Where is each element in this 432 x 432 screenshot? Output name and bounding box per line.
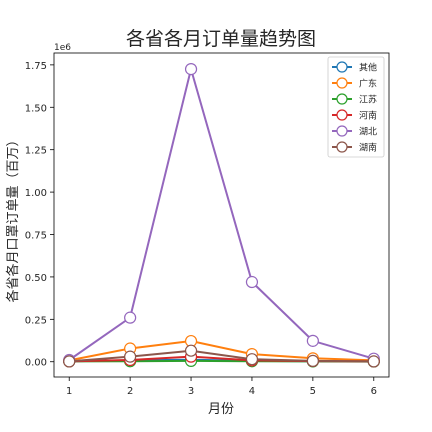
legend-marker [336, 61, 348, 73]
legend-label: 其他 [359, 62, 377, 74]
y-tick-label: 0.75 [25, 231, 47, 242]
y-offset-label: 1e6 [54, 43, 71, 53]
x-tick-label: 6 [371, 386, 377, 397]
series-line [69, 339, 374, 362]
legend-label: 河南 [359, 110, 377, 122]
legend-label: 广东 [359, 78, 377, 90]
legend-label: 江苏 [359, 94, 377, 106]
legend-marker [336, 93, 348, 105]
legend-item: 江苏 [332, 93, 377, 106]
data-point [306, 354, 319, 367]
series-line [68, 65, 375, 361]
y-tick-label: 0.50 [25, 273, 47, 284]
x-tick-label: 3 [188, 386, 194, 397]
chart-title: 各省各月订单量趋势图 [126, 28, 316, 50]
y-tick-label: 1.50 [25, 103, 47, 114]
y-axis-label: 各省各月口罩订单量（百万） [5, 133, 21, 302]
y-axis: 0.00 0.25 0.50 0.75 1.00 1.25 1.50 1.75 [25, 61, 54, 369]
series-line [69, 349, 374, 363]
legend-item: 其他 [332, 61, 377, 74]
x-tick-label: 2 [127, 386, 133, 397]
data-point [184, 63, 198, 76]
y-tick-label: 1.00 [25, 188, 47, 199]
data-point [124, 350, 137, 363]
legend-marker [336, 77, 348, 89]
data-point [124, 311, 137, 324]
series-湖南 [63, 344, 380, 368]
y-tick-label: 0.00 [25, 358, 47, 369]
data-point [245, 275, 259, 289]
legend-item: 广东 [332, 77, 377, 90]
data-point [184, 344, 198, 357]
x-axis-label: 月份 [208, 402, 234, 417]
data-point [245, 353, 259, 366]
legend-item: 湖南 [332, 141, 377, 154]
legend-marker [336, 109, 348, 121]
x-tick-label: 4 [249, 386, 255, 397]
series-layer [63, 63, 380, 368]
legend-marker [336, 141, 348, 153]
legend-label: 湖北 [359, 127, 377, 138]
legend-marker [336, 125, 348, 137]
x-axis: 1 2 3 4 5 6 [66, 377, 377, 397]
data-point [306, 334, 319, 347]
data-point [367, 355, 380, 368]
x-tick-label: 1 [66, 386, 72, 397]
x-tick-label: 5 [310, 386, 316, 397]
legend-item: 湖北 [332, 125, 377, 138]
y-tick-label: 1.25 [25, 146, 47, 157]
y-tick-label: 1.75 [25, 61, 47, 72]
plot-area [53, 52, 390, 378]
legend-label: 湖南 [359, 142, 377, 154]
legend-item: 河南 [332, 109, 377, 122]
data-point [63, 355, 76, 368]
y-tick-label: 0.25 [25, 315, 47, 326]
